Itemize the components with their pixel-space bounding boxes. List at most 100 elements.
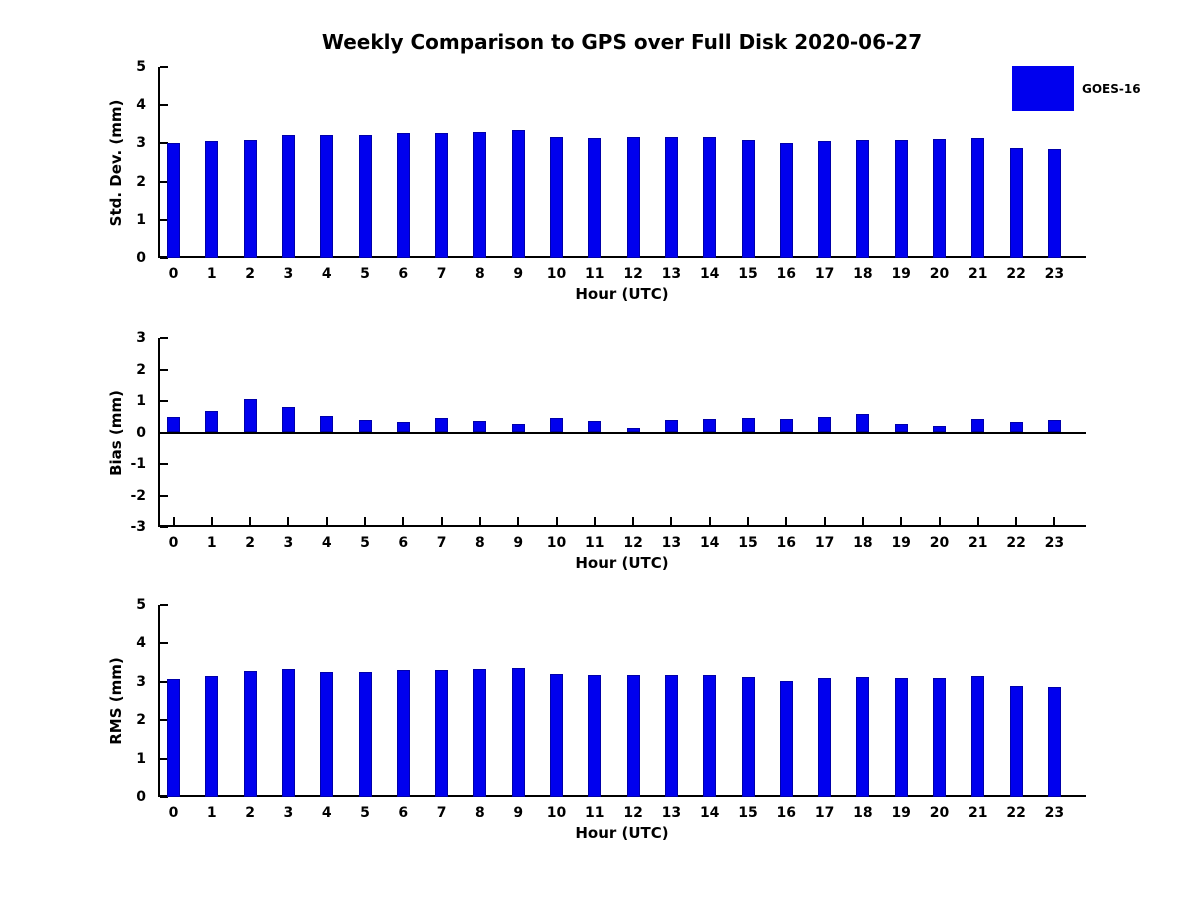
x-tick-mark xyxy=(402,517,405,525)
y-axis-title: Bias (mm) xyxy=(107,389,125,476)
x-tick-mark xyxy=(210,517,213,525)
y-tick-label: 4 xyxy=(136,97,146,114)
bar xyxy=(396,421,410,433)
y-tick-mark xyxy=(160,463,168,465)
x-tick-mark xyxy=(325,517,328,525)
y-tick-label: 0 xyxy=(136,789,146,805)
x-tick-label: 14 xyxy=(699,805,720,821)
bar xyxy=(550,418,563,433)
x-axis-spine xyxy=(158,795,1086,797)
x-axis-spine xyxy=(158,525,1086,527)
y-tick-mark xyxy=(160,142,168,145)
bar xyxy=(243,671,257,797)
bar xyxy=(396,670,410,797)
x-tick-label: 16 xyxy=(776,535,797,551)
bar xyxy=(779,418,793,433)
chart-title: Weekly Comparison to GPS over Full Disk … xyxy=(321,30,923,54)
bar xyxy=(1047,419,1061,433)
x-tick-label: 6 xyxy=(398,805,409,821)
bar xyxy=(358,671,372,797)
x-tick-label: 8 xyxy=(475,805,485,821)
bar xyxy=(933,139,946,258)
x-tick-label: 21 xyxy=(968,535,988,551)
x-tick-label: 10 xyxy=(546,805,567,821)
x-tick-mark xyxy=(900,517,903,525)
bar xyxy=(167,417,180,433)
bar xyxy=(396,132,410,258)
y-tick-label: 1 xyxy=(136,211,146,228)
bar xyxy=(703,418,717,433)
y-tick-mark xyxy=(160,337,168,339)
x-tick-label: 18 xyxy=(853,805,873,821)
y-tick-label: 2 xyxy=(136,173,146,190)
x-tick-label: 9 xyxy=(513,805,524,821)
y-tick-mark xyxy=(160,680,168,683)
y-axis-spine xyxy=(158,605,160,797)
zero-line xyxy=(158,431,1086,434)
bar xyxy=(1047,149,1061,258)
x-tick-label: 12 xyxy=(623,805,643,821)
bar xyxy=(626,675,640,797)
x-tick-label: 14 xyxy=(699,535,720,551)
x-tick-label: 0 xyxy=(168,535,179,551)
x-tick-label: 14 xyxy=(699,266,720,282)
x-tick-label: 9 xyxy=(513,535,524,551)
bar xyxy=(435,133,449,258)
y-tick-mark xyxy=(160,400,168,402)
bar xyxy=(473,669,487,797)
bar xyxy=(703,674,717,797)
bar xyxy=(281,407,295,433)
bar xyxy=(320,135,334,258)
bar xyxy=(933,677,946,797)
y-tick-label: 0 xyxy=(136,250,146,266)
y-tick-mark xyxy=(160,104,168,107)
x-axis-title: Hour (UTC) xyxy=(575,554,669,572)
x-tick-label: 13 xyxy=(661,535,682,551)
y-tick-label: 1 xyxy=(136,393,146,409)
bar xyxy=(703,136,717,258)
x-tick-label: 17 xyxy=(814,266,835,282)
x-tick-label: 22 xyxy=(1006,266,1026,282)
bar xyxy=(435,418,449,433)
bar xyxy=(1047,686,1061,797)
bar xyxy=(664,136,678,258)
bar xyxy=(856,676,870,797)
x-tick-mark xyxy=(670,517,673,525)
bar xyxy=(550,136,563,258)
bar xyxy=(281,134,295,258)
bar xyxy=(358,134,372,258)
x-tick-label: 21 xyxy=(968,266,988,282)
x-tick-label: 7 xyxy=(436,535,447,551)
x-tick-label: 20 xyxy=(929,266,950,282)
bar xyxy=(320,416,334,433)
x-tick-label: 2 xyxy=(245,535,255,551)
x-tick-mark xyxy=(785,517,788,525)
y-tick-mark xyxy=(160,642,168,645)
bar xyxy=(741,417,755,433)
x-tick-mark xyxy=(747,517,749,525)
x-tick-label: 20 xyxy=(929,535,950,551)
y-tick-label: -2 xyxy=(130,487,146,504)
y-axis-spine xyxy=(158,67,160,258)
y-tick-mark xyxy=(160,757,168,760)
x-tick-label: 11 xyxy=(585,266,605,282)
x-tick-label: 4 xyxy=(321,805,332,821)
bar xyxy=(205,676,219,797)
subplot-bias: 3 2 1 0 -1 -2 -3 0 1 2 3 4 5 6 7 8 9 10 11 12 13 14 15 16 17 18 19… xyxy=(107,330,1086,572)
legend-swatch xyxy=(1012,66,1074,111)
x-tick-mark xyxy=(1015,517,1018,525)
x-tick-label: 19 xyxy=(891,805,911,821)
x-tick-label: 3 xyxy=(283,266,294,282)
subplot-rms: 0 1 2 3 4 5 0 1 2 3 4 5 6 7 8 9 10 11 12 13 14 15 16 17 18 19 20 21… xyxy=(107,597,1086,842)
x-tick-label: 23 xyxy=(1044,266,1065,282)
y-tick-label: 5 xyxy=(136,59,146,75)
x-tick-mark xyxy=(823,517,826,525)
bar xyxy=(741,676,755,797)
x-tick-label: 8 xyxy=(475,535,485,551)
bar xyxy=(358,419,372,433)
x-tick-label: 3 xyxy=(283,805,294,821)
bar xyxy=(779,142,793,258)
x-tick-mark xyxy=(478,517,481,525)
x-tick-mark xyxy=(287,517,290,525)
